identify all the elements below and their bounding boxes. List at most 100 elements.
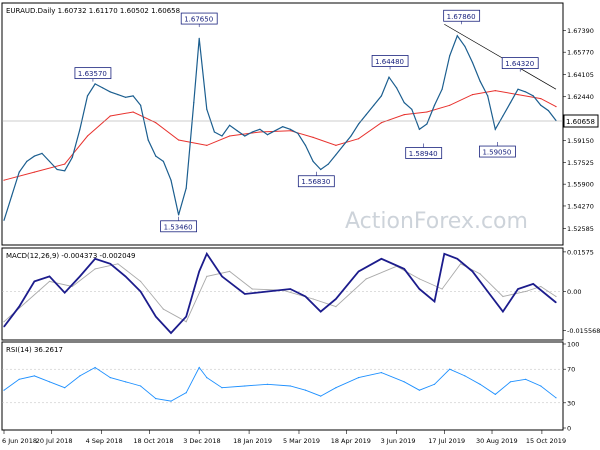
rsi-line-point: [540, 385, 542, 387]
price-line-point: [26, 160, 28, 162]
price-y-tick-label: 1.55900: [567, 181, 594, 189]
price-line-point: [94, 83, 96, 85]
macd-line-point: [532, 283, 534, 285]
rsi-line-point: [320, 395, 322, 397]
macd-y-axis: 0.01575 0.00 -0.015568: [2, 248, 600, 335]
price-line-point: [124, 96, 127, 98]
macd-line-point: [320, 311, 322, 313]
rsi-line-point: [140, 385, 142, 387]
signal-line-point: [502, 295, 504, 298]
macd-line-point: [304, 295, 307, 298]
price-line-point: [365, 114, 367, 116]
price-line-point: [320, 168, 322, 171]
signal-line-point: [540, 285, 542, 288]
rsi-line-point: [124, 381, 127, 383]
price-line-point: [517, 88, 519, 90]
moving-average-line-point: [312, 136, 314, 138]
price-y-tick-label: 1.67390: [567, 27, 594, 35]
signal-line-point: [251, 288, 253, 290]
x-tick-label: 18 Jan 2019: [233, 437, 272, 445]
macd-line-point: [221, 275, 223, 277]
signal-line-point: [229, 270, 231, 272]
price-line-point: [185, 187, 187, 189]
macd-line-point: [170, 332, 172, 334]
price-line-point: [433, 104, 436, 106]
price-line-point: [162, 160, 164, 162]
price-line-point: [494, 128, 496, 130]
moving-average-line-point: [380, 122, 382, 124]
moving-average-line-point: [64, 163, 66, 165]
trendline: [444, 23, 557, 90]
price-line-point: [350, 135, 352, 137]
price-line-point: [229, 124, 231, 126]
price-line-point: [297, 132, 299, 134]
price-series: [3, 34, 557, 221]
x-tick-label: 17 Jul 2019: [428, 437, 465, 445]
price-y-tick-label: 1.64105: [567, 71, 594, 79]
macd-line-point: [335, 298, 337, 300]
signal-line-point: [441, 288, 443, 290]
rsi-line-point: [289, 385, 291, 387]
price-line-point: [244, 135, 246, 137]
moving-average-line-point: [289, 130, 291, 132]
price-line-point: [540, 104, 542, 106]
signal-line-point: [117, 263, 119, 265]
price-line-point: [289, 128, 291, 130]
annotation-label: 1.67860: [447, 13, 476, 21]
moving-average-line-point: [178, 139, 180, 141]
macd-panel: MACD(12,26,9) -0.004373 -0.002049 0.0157…: [1, 247, 600, 341]
price-line-point: [11, 195, 13, 197]
signal-line-point: [555, 295, 557, 298]
price-line-point: [236, 130, 238, 132]
rsi-line-point: [155, 398, 157, 400]
moving-average-line-point: [33, 171, 36, 173]
signal-line-point: [185, 321, 187, 323]
price-line-point: [41, 152, 43, 154]
price-y-tick-label: 1.57525: [567, 159, 594, 167]
price-line-point: [509, 102, 512, 104]
x-tick-label: 15 Oct 2019: [526, 437, 566, 445]
price-line-point: [449, 55, 451, 57]
price-line-point: [266, 134, 269, 136]
moving-average-line-point: [555, 106, 557, 108]
moving-average-line-point: [206, 144, 208, 146]
price-line-point: [155, 155, 157, 157]
x-tick-label: 5 Mar 2019: [283, 437, 320, 445]
moving-average-line-point: [471, 94, 474, 96]
price-line-point: [259, 128, 261, 130]
macd-line-point: [380, 258, 382, 260]
signal-line-point: [26, 300, 28, 303]
annotation-label: 1.63570: [78, 70, 107, 78]
moving-average-series: [3, 90, 557, 181]
rsi-line-point: [94, 366, 96, 369]
signal-line-point: [3, 321, 5, 323]
macd-line-point: [456, 258, 458, 260]
price-line-point: [342, 144, 344, 146]
price-line-point: [396, 87, 398, 89]
macd-line-point: [64, 292, 66, 294]
macd-line-point: [94, 258, 96, 260]
rsi-y-tick-label: 0: [567, 425, 571, 433]
moving-average-line-point: [540, 98, 542, 100]
macd-line-point: [358, 270, 360, 272]
macd-line-point: [433, 300, 436, 303]
rsi-line-point: [221, 387, 223, 389]
rsi-line-point: [335, 387, 337, 389]
macd-line-point: [244, 293, 246, 295]
x-tick-label: 18 Apr 2019: [331, 437, 371, 445]
price-y-tick-label: 1.54270: [567, 202, 594, 210]
x-tick-label: 3 Jun 2019: [381, 437, 416, 445]
x-tick-label: 6 Jun 2018: [2, 437, 37, 445]
moving-average-line-point: [86, 135, 89, 137]
price-line-point: [441, 88, 443, 90]
macd-line-point: [33, 280, 36, 282]
rsi-series: [3, 366, 557, 402]
rsi-line-point: [109, 377, 111, 379]
price-line-point: [327, 163, 329, 165]
price-line-point: [102, 87, 104, 89]
signal-line-point: [162, 308, 164, 310]
signal-line-point: [525, 290, 527, 293]
moving-average-line-point: [259, 131, 261, 133]
price-line-point: [117, 94, 119, 96]
